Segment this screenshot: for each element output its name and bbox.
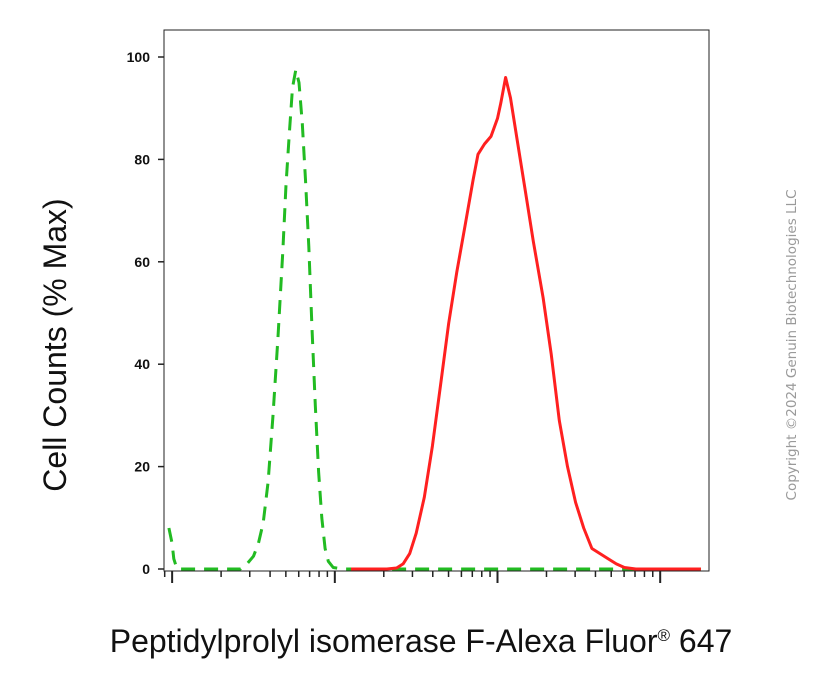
x-axis-label: Peptidylprolyl isomerase F-Alexa Fluor® … bbox=[110, 623, 733, 659]
y-tick-label: 60 bbox=[134, 254, 150, 270]
y-axis: 0 20 40 60 80 100 bbox=[127, 49, 164, 577]
series-line-1 bbox=[351, 76, 701, 571]
x-axis-label-main: Peptidylprolyl isomerase F-Alexa Fluor bbox=[110, 623, 658, 659]
y-tick-label: 40 bbox=[134, 356, 150, 372]
y-tick-label: 20 bbox=[134, 459, 150, 475]
y-tick-label: 80 bbox=[134, 151, 150, 167]
y-tick-label: 100 bbox=[127, 49, 151, 65]
copyright-watermark: Copyright ©2024 Genuin Biotechnologies L… bbox=[784, 190, 800, 501]
series-layer bbox=[167, 68, 701, 571]
y-tick-label: 0 bbox=[142, 561, 150, 577]
x-axis-label-sup: ® bbox=[657, 626, 670, 645]
x-axis-label-suffix: 647 bbox=[670, 623, 732, 659]
series-line-0 bbox=[167, 68, 701, 571]
plot-frame bbox=[163, 29, 710, 572]
y-axis-label: Cell Counts (% Max) bbox=[37, 198, 73, 491]
x-axis bbox=[163, 571, 662, 583]
